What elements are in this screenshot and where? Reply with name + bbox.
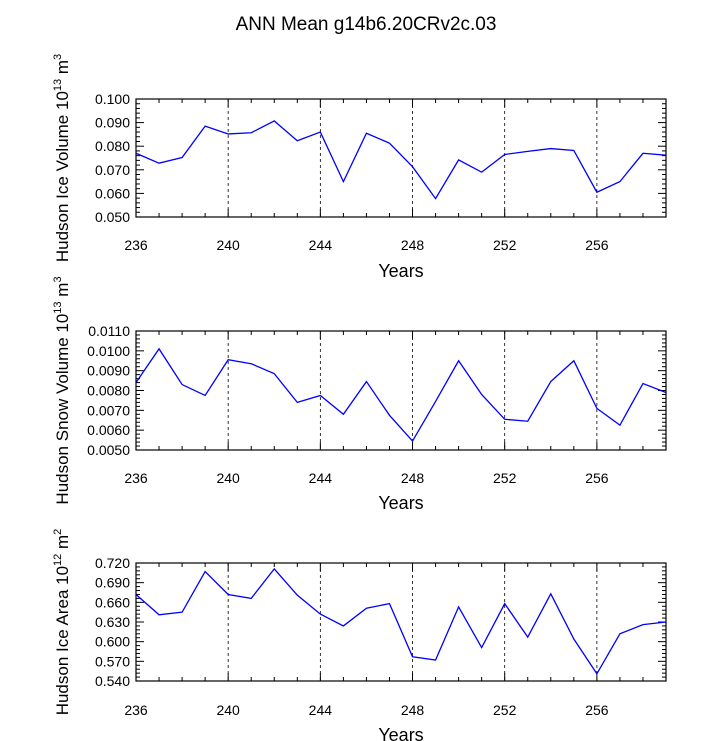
x-tick-label: 252 (493, 702, 517, 718)
y-tick-label: 0.0070 (87, 402, 130, 418)
y-axis-label-unit-exponent: 3 (52, 276, 64, 282)
y-tick-label: 0.0060 (87, 422, 130, 438)
y-axis-label-exponent: 13 (52, 79, 64, 91)
y-tick-label: 0.540 (95, 673, 130, 689)
chart-panel-3: 0.540 0.570 0.600 0.630 0.660 0.690 0.720 236 24… (52, 529, 667, 741)
x-axis-label: Years (378, 725, 423, 741)
y-tick-label: 0.060 (95, 185, 130, 201)
plot-frame (135, 98, 667, 218)
x-tick-label: 256 (585, 470, 609, 486)
y-axis-label-unit: m (53, 60, 72, 79)
y-axis-label-exponent: 12 (52, 554, 64, 566)
x-tick-label: 240 (216, 702, 240, 718)
y-axis-label: Hudson Snow Volume 1013 m3 (52, 276, 72, 504)
x-tick-label: 240 (216, 470, 240, 486)
x-tick-label: 244 (309, 702, 333, 718)
x-tick-label: 244 (309, 237, 333, 253)
plot-frame (135, 330, 667, 451)
y-axis-label-text: Hudson Ice Volume 10 (53, 91, 72, 262)
x-tick-label: 236 (124, 470, 148, 486)
y-axis-label-unit: m (53, 535, 72, 554)
y-axis-label-text: Hudson Ice Area 10 (53, 566, 72, 715)
y-tick-label: 0.720 (95, 555, 130, 571)
y-tick-label: 0.690 (95, 575, 130, 591)
x-axis-label: Years (378, 493, 423, 513)
x-tick-label: 256 (585, 237, 609, 253)
data-series-line (135, 120, 667, 200)
x-tick-label: 252 (493, 470, 517, 486)
y-axis-label-exponent: 13 (52, 301, 64, 313)
x-tick-label: 240 (216, 237, 240, 253)
x-tick-label: 256 (585, 702, 609, 718)
y-axis-label: Hudson Ice Volume 1013 m3 (52, 54, 72, 262)
y-tick-label: 0.050 (95, 209, 130, 225)
x-axis-label: Years (378, 261, 423, 281)
x-tick-label: 248 (401, 470, 425, 486)
y-tick-label: 0.070 (95, 162, 130, 178)
y-tick-label: 0.0050 (87, 442, 130, 458)
y-tick-label: 0.600 (95, 634, 130, 650)
y-axis-label-unit: m (53, 283, 72, 302)
data-series-line (135, 567, 667, 676)
y-tick-label: 0.080 (95, 138, 130, 154)
y-axis-label-unit-exponent: 3 (52, 54, 64, 60)
y-tick-label: 0.100 (95, 91, 130, 107)
x-tick-label: 236 (124, 237, 148, 253)
plot-frame (135, 562, 667, 682)
x-tick-label: 252 (493, 237, 517, 253)
y-tick-label: 0.570 (95, 653, 130, 669)
y-tick-label: 0.090 (95, 115, 130, 131)
y-axis-label: Hudson Ice Area 1012 m2 (52, 529, 72, 716)
x-tick-label: 248 (401, 702, 425, 718)
x-tick-label: 236 (124, 702, 148, 718)
x-tick-label: 244 (309, 470, 333, 486)
y-tick-label: 0.0100 (87, 343, 130, 359)
chart-panel-2: 0.0050 0.0060 0.0070 0.0080 0.0090 0.0100 0.01… (52, 276, 667, 513)
y-tick-label: 0.0090 (87, 363, 130, 379)
y-axis-label-unit-exponent: 2 (52, 529, 64, 535)
y-tick-label: 0.660 (95, 594, 130, 610)
y-axis-label-text: Hudson Snow Volume 10 (53, 314, 72, 505)
y-tick-label: 0.630 (95, 614, 130, 630)
y-tick-label: 0.0110 (88, 323, 130, 339)
figure-title: ANN Mean g14b6.20CRv2c.03 (236, 14, 497, 35)
x-tick-label: 248 (401, 237, 425, 253)
y-tick-label: 0.0080 (87, 383, 130, 399)
data-series-line (135, 347, 667, 443)
chart-panel-1: 0.050 0.060 0.070 0.080 0.090 0.100 236 240 244 2… (52, 54, 667, 281)
